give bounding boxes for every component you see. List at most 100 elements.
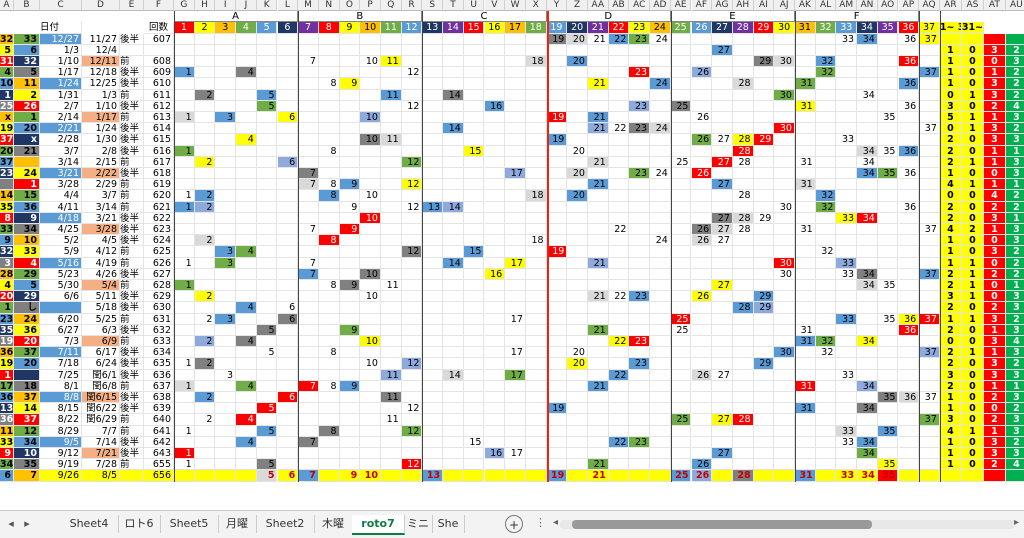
cell-a[interactable]: 17 — [0, 380, 14, 392]
number-cell[interactable] — [194, 268, 216, 280]
number-cell[interactable] — [194, 33, 216, 45]
number-cell[interactable]: 5 — [256, 470, 278, 482]
cell-b[interactable] — [14, 156, 40, 168]
number-cell[interactable]: 23 — [629, 100, 651, 112]
number-cell[interactable] — [339, 268, 361, 280]
number-cell[interactable] — [732, 89, 754, 101]
date-cell[interactable]: 9/12 — [40, 448, 82, 460]
number-cell[interactable] — [629, 235, 651, 247]
column-header[interactable]: O — [339, 0, 361, 12]
column-header[interactable]: Z — [567, 0, 588, 12]
range-low-count[interactable]: 2 — [939, 380, 962, 392]
number-cell[interactable] — [277, 369, 299, 381]
number-cell[interactable]: 35 — [877, 425, 899, 437]
even-count[interactable]: 2 — [1005, 201, 1024, 213]
number-cell[interactable] — [546, 392, 568, 404]
number-cell[interactable] — [608, 112, 630, 124]
number-cell[interactable] — [670, 168, 692, 180]
number-cell[interactable] — [484, 336, 506, 348]
number-cell[interactable] — [236, 347, 257, 359]
number-cell[interactable]: 29 — [753, 56, 775, 68]
range-low-count[interactable]: 1 — [939, 56, 962, 68]
number-cell[interactable] — [318, 224, 340, 236]
number-cell[interactable] — [525, 470, 547, 482]
number-cell[interactable] — [422, 100, 444, 112]
number-cell[interactable] — [608, 459, 630, 471]
number-cell[interactable] — [857, 179, 878, 191]
number-cell[interactable]: 17 — [505, 313, 526, 325]
number-cell[interactable] — [339, 257, 361, 269]
number-cell[interactable] — [691, 89, 713, 101]
number-cell[interactable] — [815, 33, 837, 45]
number-cell[interactable] — [484, 280, 506, 292]
number-cell[interactable] — [194, 470, 216, 482]
column-header[interactable]: AR — [939, 0, 962, 12]
range-low-count[interactable]: 1 — [939, 436, 962, 448]
number-cell[interactable] — [567, 436, 588, 448]
number-cell[interactable] — [194, 369, 216, 381]
number-cell[interactable]: 27 — [712, 280, 733, 292]
cell-a[interactable]: 37 — [0, 134, 14, 146]
number-cell[interactable] — [360, 313, 381, 325]
number-cell[interactable] — [712, 380, 733, 392]
cell-b[interactable]: 33 — [14, 33, 40, 45]
odd-count[interactable]: 1 — [983, 324, 1006, 336]
number-cell[interactable] — [505, 224, 526, 236]
range-high-count[interactable]: 0 — [961, 246, 984, 258]
number-cell[interactable] — [256, 179, 278, 191]
number-cell[interactable] — [422, 302, 444, 314]
number-cell[interactable] — [774, 190, 795, 202]
number-cell[interactable]: 36 — [898, 100, 920, 112]
number-cell[interactable] — [919, 89, 940, 101]
number-cell[interactable] — [898, 235, 920, 247]
lunar-date-cell[interactable]: 12/4 — [82, 44, 120, 56]
number-cell[interactable] — [546, 302, 568, 314]
number-cell[interactable] — [422, 89, 444, 101]
number-cell[interactable] — [608, 246, 630, 258]
number-cell[interactable] — [339, 44, 361, 56]
number-cell[interactable] — [505, 358, 526, 370]
number-cell[interactable] — [588, 235, 609, 247]
number-cell[interactable] — [360, 78, 381, 90]
number-cell[interactable]: 27 — [712, 235, 733, 247]
number-cell[interactable] — [919, 246, 940, 258]
number-cell[interactable] — [339, 190, 361, 202]
number-cell[interactable] — [525, 156, 547, 168]
number-cell[interactable] — [815, 224, 837, 236]
number-cell[interactable] — [298, 324, 319, 336]
number-cell[interactable] — [567, 414, 588, 426]
number-cell[interactable] — [650, 403, 671, 415]
number-cell[interactable]: 31 — [795, 78, 816, 90]
even-count[interactable]: 2 — [1005, 246, 1024, 258]
number-cell[interactable]: 19 — [546, 246, 568, 258]
number-cell[interactable] — [463, 100, 485, 112]
number-cell[interactable] — [608, 201, 630, 213]
range-high-count[interactable]: 0 — [961, 302, 984, 314]
number-cell[interactable] — [567, 392, 588, 404]
date-cell[interactable]: 3/14 — [40, 156, 82, 168]
number-cell[interactable] — [732, 112, 754, 124]
number-cell[interactable] — [774, 313, 795, 325]
date-cell[interactable]: 7/25 — [40, 369, 82, 381]
cell-a[interactable]: 36 — [0, 347, 14, 359]
number-cell[interactable] — [815, 212, 837, 224]
number-cell[interactable] — [318, 313, 340, 325]
number-cell[interactable] — [484, 168, 506, 180]
number-cell[interactable] — [857, 414, 878, 426]
half-cell[interactable]: 後半 — [120, 100, 144, 112]
number-cell[interactable] — [691, 156, 713, 168]
number-cell[interactable] — [505, 414, 526, 426]
cell-b[interactable]: 20 — [14, 123, 40, 135]
number-cell[interactable] — [339, 302, 361, 314]
number-cell[interactable]: 7 — [298, 168, 319, 180]
lunar-date-cell[interactable]: 3/7 — [82, 190, 120, 202]
range-low-count[interactable]: 3 — [939, 100, 962, 112]
number-cell[interactable]: 18 — [525, 56, 547, 68]
number-cell[interactable] — [236, 190, 257, 202]
number-cell[interactable] — [401, 414, 423, 426]
lunar-date-cell[interactable]: 6/24 — [82, 358, 120, 370]
cell-a[interactable]: 33 — [0, 436, 14, 448]
number-cell[interactable] — [422, 33, 444, 45]
number-cell[interactable]: 28 — [732, 414, 754, 426]
number-cell[interactable]: 23 — [629, 358, 651, 370]
